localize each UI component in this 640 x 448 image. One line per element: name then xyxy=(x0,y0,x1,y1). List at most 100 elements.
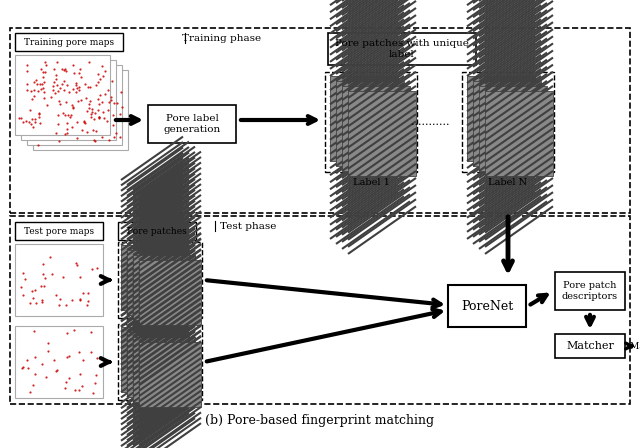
Point xyxy=(95,92,105,99)
Point xyxy=(78,357,88,364)
Point xyxy=(61,68,72,75)
Point xyxy=(17,365,28,372)
Text: Label N: Label N xyxy=(488,177,527,186)
Point xyxy=(75,65,85,72)
Point xyxy=(79,117,89,124)
Point xyxy=(38,73,48,81)
Point xyxy=(70,79,81,86)
Point xyxy=(87,109,97,116)
Point xyxy=(71,259,81,267)
Point xyxy=(39,94,49,101)
Point xyxy=(74,87,84,94)
Point xyxy=(92,107,102,114)
Bar xyxy=(555,334,625,358)
Point xyxy=(68,327,79,334)
Point xyxy=(84,101,95,108)
Point xyxy=(33,87,43,95)
Point xyxy=(85,98,95,105)
Point xyxy=(61,99,71,106)
Bar xyxy=(325,72,417,172)
Point xyxy=(116,103,127,111)
Point xyxy=(84,58,94,65)
Point xyxy=(14,115,24,122)
Point xyxy=(15,284,26,291)
Point xyxy=(104,99,115,106)
Point xyxy=(94,101,104,108)
Bar xyxy=(15,33,123,51)
Bar xyxy=(139,260,201,325)
Point xyxy=(90,109,100,116)
Point xyxy=(60,378,70,385)
Point xyxy=(19,276,29,283)
Point xyxy=(102,106,113,113)
Point xyxy=(38,271,48,278)
Point xyxy=(66,111,76,118)
Point xyxy=(60,131,70,138)
Text: Label 1: Label 1 xyxy=(353,177,389,186)
Bar xyxy=(10,216,630,404)
Point xyxy=(41,62,51,69)
Point xyxy=(49,66,60,73)
Point xyxy=(42,101,52,108)
Point xyxy=(38,283,49,290)
Point xyxy=(84,83,95,90)
Point xyxy=(62,119,72,126)
Point xyxy=(89,136,99,143)
Point xyxy=(16,114,26,121)
Point xyxy=(51,292,61,299)
Bar xyxy=(342,86,410,171)
Point xyxy=(108,111,118,118)
Point xyxy=(28,295,38,302)
Point xyxy=(28,123,38,130)
Point xyxy=(72,262,82,269)
Point xyxy=(75,296,85,303)
Bar xyxy=(139,342,201,407)
Point xyxy=(40,59,51,66)
Point xyxy=(93,78,103,85)
Point xyxy=(25,389,35,396)
Point xyxy=(58,78,68,85)
Point xyxy=(30,353,40,360)
Point xyxy=(82,108,92,115)
Point xyxy=(90,137,100,144)
Point xyxy=(71,82,81,89)
Point xyxy=(70,387,81,394)
Point xyxy=(49,356,60,363)
Point xyxy=(60,65,70,73)
Point xyxy=(61,302,71,309)
Point xyxy=(106,94,116,101)
Point xyxy=(51,76,61,83)
Point xyxy=(49,78,59,86)
Point xyxy=(106,96,116,103)
Point xyxy=(82,301,92,308)
Point xyxy=(36,361,47,368)
Point xyxy=(24,119,34,126)
Point xyxy=(75,297,85,304)
Bar xyxy=(330,76,398,161)
Text: (b) Pore-based fingerprint matching: (b) Pore-based fingerprint matching xyxy=(205,414,435,426)
Point xyxy=(67,123,77,130)
Point xyxy=(79,118,89,125)
Point xyxy=(29,118,40,125)
Point xyxy=(64,88,74,95)
Bar xyxy=(127,332,189,397)
Point xyxy=(100,90,110,98)
Point xyxy=(51,367,61,375)
Point xyxy=(52,58,63,65)
Point xyxy=(92,264,102,271)
Point xyxy=(36,297,47,304)
Text: Pore patches: Pore patches xyxy=(127,227,187,236)
Point xyxy=(58,66,68,73)
Point xyxy=(72,119,83,126)
Point xyxy=(64,375,74,382)
Point xyxy=(63,352,74,359)
Point xyxy=(55,100,65,107)
Point xyxy=(97,99,107,106)
Point xyxy=(72,85,83,92)
Point xyxy=(54,137,65,144)
Point xyxy=(30,286,40,293)
Bar xyxy=(448,285,526,327)
Point xyxy=(52,121,63,128)
Point xyxy=(56,65,67,73)
Point xyxy=(32,80,42,87)
